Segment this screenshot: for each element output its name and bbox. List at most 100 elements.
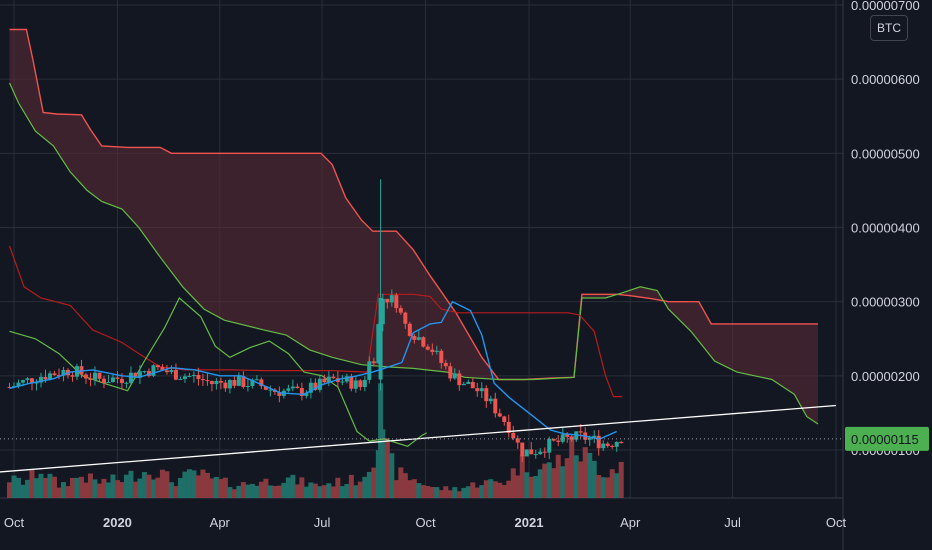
- volume-bar: [348, 474, 354, 498]
- candle-body: [587, 437, 592, 440]
- candle-body: [317, 378, 322, 390]
- volume-bar: [182, 471, 188, 498]
- volume-bar: [15, 477, 21, 498]
- candle-body: [29, 378, 34, 384]
- volume-bar: [479, 485, 485, 498]
- candle-body: [299, 388, 304, 396]
- candle-body: [20, 380, 25, 383]
- volume-bar: [245, 484, 251, 498]
- time-axis[interactable]: Oct 2020 Apr Jul Oct 2021 Apr Jul Oct: [4, 515, 847, 530]
- volume-bar: [173, 486, 179, 498]
- candle-body: [326, 376, 331, 383]
- candle-body: [110, 377, 115, 383]
- currency-badge[interactable]: BTC: [870, 15, 908, 41]
- volume-bar: [312, 483, 318, 498]
- candle-body: [214, 380, 219, 385]
- volume-bar: [569, 435, 575, 498]
- candle-body: [484, 388, 489, 402]
- volume-bar: [78, 476, 84, 498]
- volume-bar: [456, 491, 462, 498]
- price-axis-label: 0.00000500: [851, 146, 920, 161]
- volume-bar: [24, 479, 30, 498]
- volume-bar: [92, 479, 98, 498]
- candle-body: [592, 435, 597, 438]
- candle-body: [232, 379, 237, 386]
- volume-bar: [119, 482, 125, 498]
- volume-bar: [560, 466, 566, 498]
- candle-body: [353, 380, 358, 389]
- time-axis-label: Oct: [826, 515, 847, 530]
- ichimoku-cloud: [9, 29, 818, 424]
- candle-body: [142, 371, 147, 373]
- volume-bar: [443, 486, 449, 498]
- candle-body: [119, 378, 124, 384]
- candle-body: [106, 382, 111, 384]
- candle-body: [529, 449, 534, 455]
- price-axis-label: 0.00000300: [851, 295, 920, 310]
- volume-bars: [7, 383, 624, 498]
- candle-body: [7, 386, 12, 388]
- candle-body: [241, 376, 246, 388]
- volume-bar: [276, 485, 282, 498]
- volume-bar: [47, 473, 53, 498]
- volume-bar: [155, 477, 161, 498]
- volume-bar: [519, 455, 525, 498]
- volume-bar: [452, 487, 458, 498]
- volume-bar: [128, 470, 134, 498]
- volume-bar: [141, 472, 147, 498]
- volume-bar: [42, 477, 48, 498]
- candle-body: [268, 389, 273, 391]
- volume-bar: [74, 477, 80, 498]
- candle-body: [493, 398, 498, 414]
- volume-bar: [470, 482, 476, 498]
- candle-body: [569, 436, 574, 440]
- candle-body: [349, 376, 354, 389]
- candle-body: [380, 298, 385, 325]
- volume-bar: [281, 482, 287, 498]
- candle-body: [191, 374, 196, 376]
- volume-bar: [461, 487, 467, 498]
- time-axis-label: Apr: [620, 515, 641, 530]
- kijun-sen-line: [8, 245, 623, 398]
- volume-bar: [150, 479, 156, 498]
- candle-body: [470, 382, 475, 389]
- candle-body: [515, 438, 520, 443]
- volume-bar: [321, 485, 327, 498]
- volume-bar: [209, 478, 215, 498]
- candle-body: [128, 372, 133, 383]
- volume-bar: [362, 476, 368, 498]
- volume-bar: [146, 474, 152, 498]
- senkou-span-b-line: [9, 28, 818, 381]
- volume-bar: [222, 477, 228, 498]
- price-axis-label: 0.00000200: [851, 369, 920, 384]
- candle-body: [151, 365, 156, 376]
- volume-bar: [420, 485, 426, 498]
- candle-body: [304, 392, 309, 396]
- candle-body: [565, 434, 570, 437]
- volume-bar: [272, 485, 278, 498]
- volume-bar: [308, 482, 314, 498]
- candle-body: [376, 324, 381, 364]
- volume-bar: [7, 482, 13, 498]
- candle-body: [47, 373, 52, 380]
- volume-bar: [537, 469, 543, 498]
- candle-body: [200, 379, 205, 381]
- volume-bar: [105, 482, 111, 498]
- volume-bar: [465, 486, 471, 498]
- candle-body: [169, 370, 174, 373]
- volume-bar: [614, 473, 620, 498]
- candle-body: [407, 323, 412, 336]
- volume-bar: [366, 471, 372, 498]
- candle-body: [394, 295, 399, 309]
- candle-body: [421, 337, 426, 347]
- candle-body: [605, 443, 610, 446]
- volume-bar: [200, 469, 206, 498]
- volume-bar: [60, 482, 66, 498]
- volume-bar: [137, 478, 143, 498]
- candle-body: [61, 369, 66, 376]
- volume-bar: [407, 480, 413, 498]
- candle-body: [286, 388, 291, 391]
- volume-bar: [164, 471, 170, 498]
